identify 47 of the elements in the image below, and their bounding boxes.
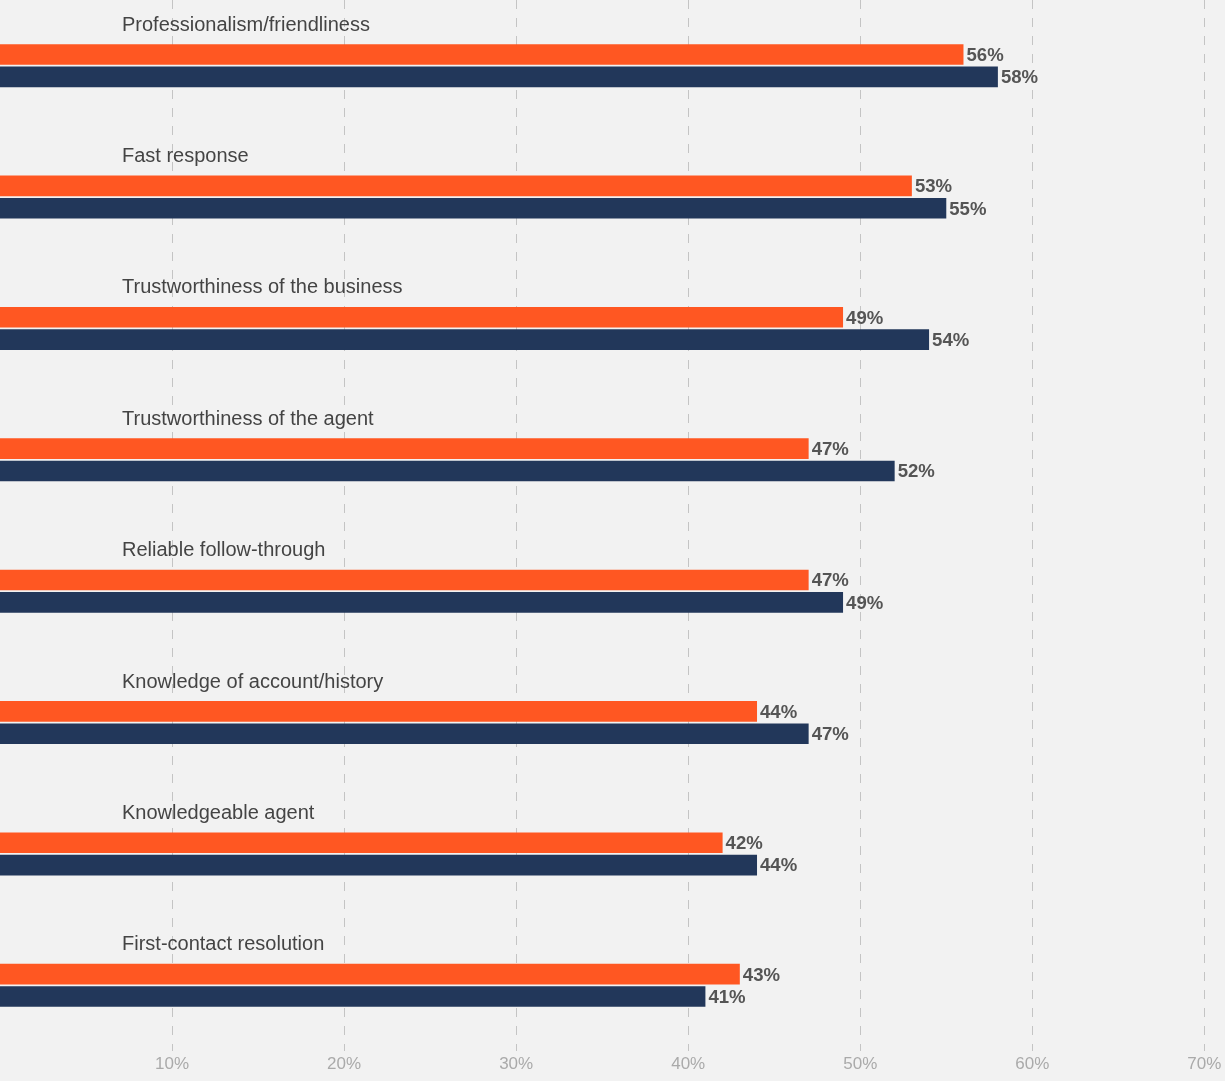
x-tick-label: 50%: [843, 1054, 878, 1073]
bar: [0, 438, 809, 459]
bar: [0, 44, 964, 65]
data-label: 47%: [811, 438, 850, 460]
data-label: 55%: [949, 197, 987, 219]
data-label: 47%: [811, 723, 850, 745]
bar: [0, 460, 895, 482]
data-label: 53%: [914, 175, 953, 197]
data-label: 44%: [760, 700, 798, 722]
bar: [0, 701, 758, 722]
data-label: 54%: [932, 328, 970, 350]
x-tick-label: 40%: [671, 1054, 706, 1073]
y-tick-label: Trustworthiness of the business: [122, 275, 403, 297]
bar: [0, 66, 998, 88]
data-label: 49%: [846, 591, 884, 613]
y-tick-label: First-contact resolution: [122, 932, 325, 954]
data-label: 47%: [811, 569, 850, 591]
bar: [0, 569, 809, 591]
data-label: 42%: [725, 832, 764, 854]
x-tick-label: 30%: [499, 1054, 534, 1073]
bar: [0, 832, 723, 854]
bar: [0, 986, 706, 1007]
y-tick-label: Professionalism/friendliness: [122, 13, 370, 35]
bar: [0, 592, 844, 613]
bar: [0, 963, 740, 985]
data-label: 52%: [897, 460, 936, 482]
x-tick-label: 20%: [327, 1054, 362, 1073]
data-label: 56%: [966, 43, 1005, 65]
data-label: 58%: [1000, 66, 1039, 88]
x-tick-label: 10%: [155, 1054, 190, 1073]
data-label: 43%: [742, 963, 781, 985]
y-tick-label: Fast response: [122, 144, 249, 166]
bar: [0, 197, 947, 219]
y-tick-label: Knowledgeable agent: [122, 801, 315, 823]
data-label: 44%: [760, 854, 798, 876]
bar: [0, 307, 844, 328]
y-tick-label: Reliable follow-through: [122, 538, 326, 560]
data-label: 41%: [708, 985, 747, 1007]
bar: [0, 723, 809, 744]
y-tick-label: Knowledge of account/history: [122, 670, 384, 692]
y-tick-label: Trustworthiness of the agent: [122, 407, 375, 429]
bar: [0, 175, 912, 197]
x-tick-label: 60%: [1015, 1054, 1050, 1073]
bar: [0, 854, 758, 876]
bar: [0, 329, 930, 350]
x-tick-label: 70%: [1187, 1054, 1222, 1073]
data-label: 49%: [846, 306, 884, 328]
